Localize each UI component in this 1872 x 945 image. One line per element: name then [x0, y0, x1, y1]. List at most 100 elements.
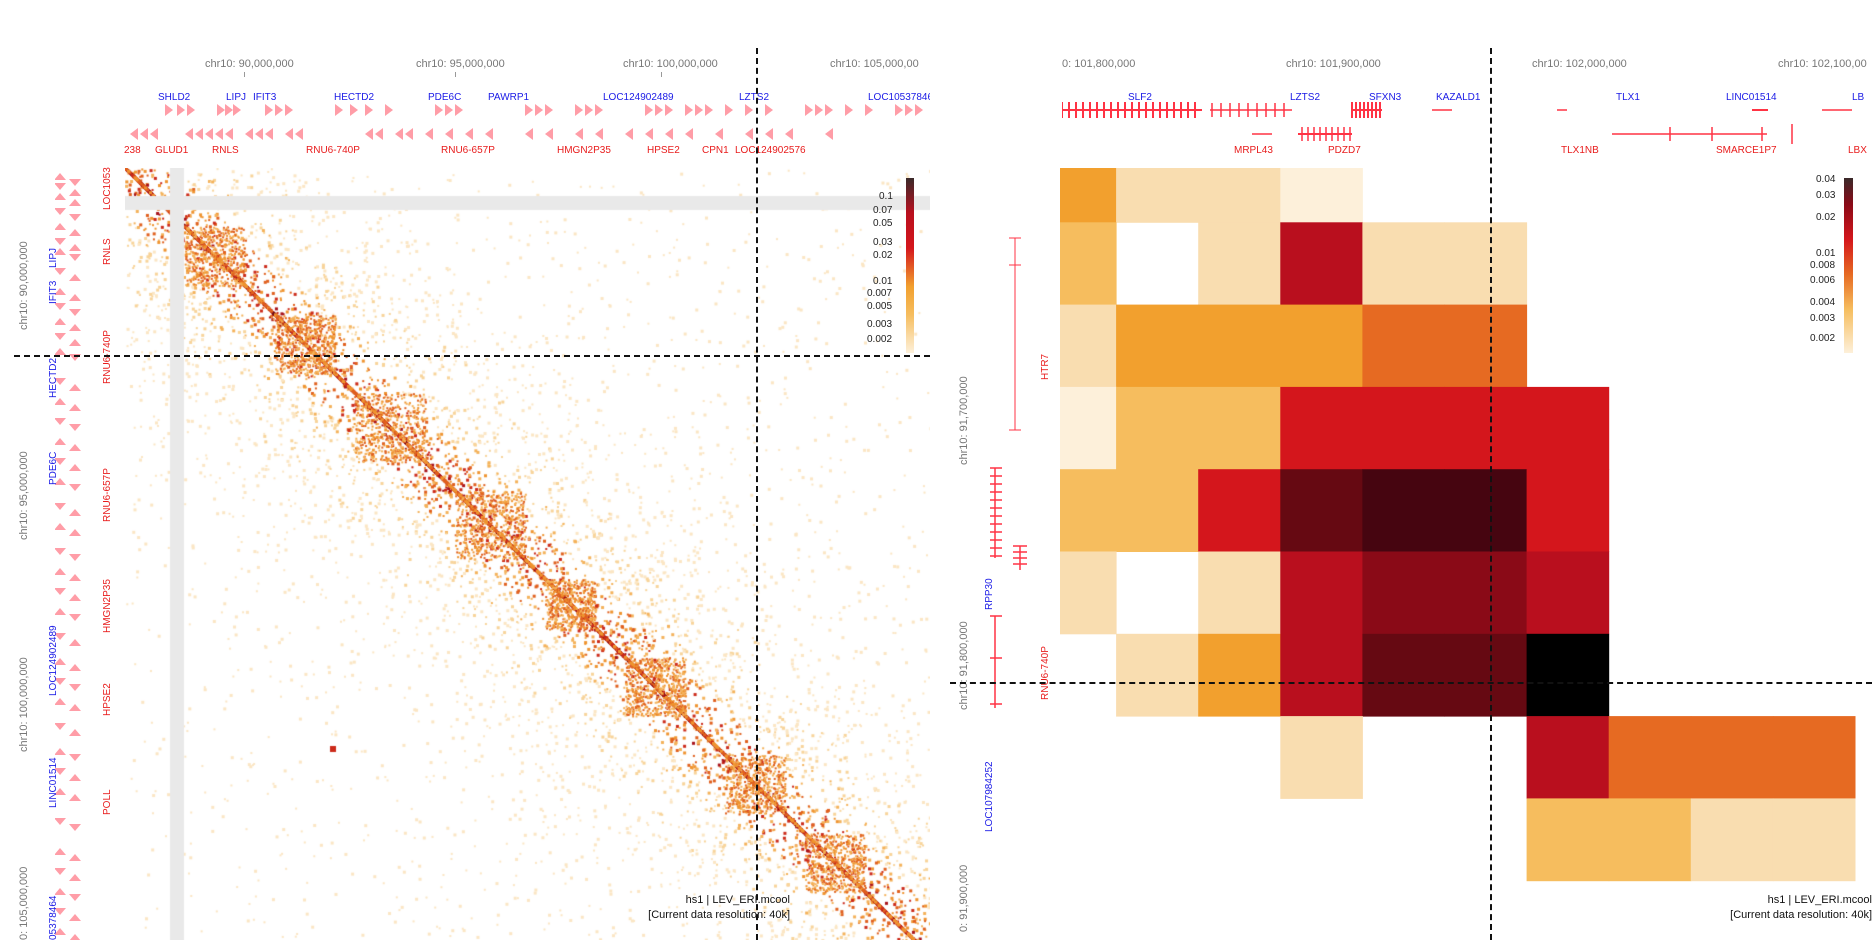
- gene-label[interactable]: SHLD2: [158, 92, 191, 103]
- gene-label[interactable]: TLX1NB: [1561, 145, 1599, 156]
- gene-label[interactable]: GLUD1: [155, 145, 189, 156]
- gene-label[interactable]: SFXN3: [1369, 92, 1402, 103]
- contact-cell[interactable]: [1362, 386, 1445, 470]
- contact-cell[interactable]: [1526, 551, 1610, 635]
- gene-label[interactable]: LBX: [1848, 145, 1867, 156]
- gene-label[interactable]: HMGN2P35: [557, 145, 611, 156]
- contact-cell[interactable]: [1444, 386, 1528, 470]
- contact-cell[interactable]: [1034, 469, 1117, 552]
- gene-label[interactable]: PDZD7: [1328, 145, 1361, 156]
- contact-cell[interactable]: [1444, 469, 1528, 552]
- contact-cell[interactable]: [1280, 304, 1363, 388]
- contact-cell[interactable]: [1116, 633, 1199, 717]
- contact-cell[interactable]: [1526, 716, 1610, 799]
- contact-cell[interactable]: [1608, 798, 1692, 882]
- gene-label[interactable]: LOC10537846: [868, 92, 930, 103]
- gene-label[interactable]: RNU6-657P: [102, 468, 113, 522]
- contact-cell[interactable]: [1034, 222, 1117, 306]
- right-side-gene-track[interactable]: [988, 168, 1050, 940]
- gene-label[interactable]: KAZALD1: [1436, 92, 1481, 103]
- right-contact-map[interactable]: [1034, 140, 1872, 940]
- contact-cell[interactable]: [1198, 469, 1281, 552]
- right-top-gene-track[interactable]: [1061, 88, 1872, 158]
- left-side-gene-track[interactable]: [54, 168, 100, 941]
- contact-cell[interactable]: [1444, 304, 1528, 388]
- gene-label[interactable]: LOC124902576: [735, 145, 806, 156]
- contact-cell[interactable]: [1280, 551, 1363, 635]
- gene-label[interactable]: LOC107984252: [984, 761, 995, 832]
- gene-label[interactable]: HPSE2: [102, 683, 113, 716]
- left-hic-panel[interactable]: chr10: 90,000,000 chr10: 95,000,000 chr1…: [0, 0, 930, 943]
- contact-cell[interactable]: [1034, 304, 1117, 388]
- contact-cell[interactable]: [1280, 633, 1363, 717]
- gene-label[interactable]: RNU6-657P: [441, 145, 495, 156]
- gene-label[interactable]: RNU6-740P: [1040, 646, 1051, 700]
- gene-label[interactable]: LOC124902489: [603, 92, 674, 103]
- gene-label[interactable]: HPSE2: [647, 145, 680, 156]
- contact-cell[interactable]: [1198, 633, 1281, 717]
- contact-cell[interactable]: [1280, 222, 1363, 306]
- contact-cell[interactable]: [1280, 469, 1363, 552]
- gene-label[interactable]: PDE6C: [48, 451, 59, 485]
- gene-label[interactable]: POLL: [102, 789, 113, 815]
- gene-label[interactable]: LZTS2: [1290, 92, 1321, 103]
- right-hic-panel[interactable]: 0: 101,800,000 chr10: 101,900,000 chr10:…: [950, 0, 1872, 943]
- gene-label[interactable]: LIPJ: [226, 92, 247, 103]
- contact-cell[interactable]: [1034, 551, 1117, 635]
- gene-label[interactable]: IFIT3: [253, 92, 277, 103]
- contact-cell[interactable]: [1690, 716, 1774, 799]
- gene-label[interactable]: RNLS: [102, 238, 113, 265]
- gene-label[interactable]: SLF2: [1128, 92, 1152, 103]
- contact-cell[interactable]: [1116, 304, 1199, 388]
- contact-cell[interactable]: [1690, 798, 1774, 882]
- contact-cell[interactable]: [1772, 798, 1856, 882]
- contact-cell[interactable]: [1444, 222, 1528, 306]
- gene-label[interactable]: PDE6C: [428, 92, 462, 103]
- left-top-gene-track[interactable]: [125, 88, 930, 158]
- gene-label[interactable]: IFIT3: [48, 280, 59, 304]
- gene-label[interactable]: CPN1: [702, 145, 729, 156]
- contact-cell[interactable]: [1362, 222, 1445, 306]
- contact-cell[interactable]: [1526, 386, 1610, 470]
- contact-cell[interactable]: [1608, 716, 1692, 799]
- gene-label[interactable]: LZTS2: [739, 92, 770, 103]
- gene-label[interactable]: LB: [1852, 92, 1865, 103]
- gene-label[interactable]: LOC124902489: [48, 625, 59, 696]
- gene-label[interactable]: HECTD2: [334, 92, 375, 103]
- gene-label[interactable]: HTR7: [1040, 353, 1051, 380]
- contact-cell[interactable]: [1280, 140, 1363, 223]
- contact-cell[interactable]: [1526, 469, 1610, 552]
- contact-cell[interactable]: [1526, 798, 1610, 882]
- gene-label[interactable]: LINC01514: [48, 757, 59, 808]
- gene-label[interactable]: 238: [124, 145, 141, 156]
- contact-cell[interactable]: [1362, 469, 1445, 552]
- contact-cell[interactable]: [1116, 469, 1199, 552]
- gene-label[interactable]: LINC01514: [1726, 92, 1777, 103]
- contact-cell[interactable]: [1772, 716, 1856, 799]
- contact-cell[interactable]: [1198, 222, 1281, 306]
- gene-label[interactable]: MRPL43: [1234, 145, 1273, 156]
- gene-label[interactable]: PAWRP1: [488, 92, 530, 103]
- contact-cell[interactable]: [1116, 386, 1199, 470]
- contact-cell[interactable]: [1444, 633, 1528, 717]
- contact-cell[interactable]: [1526, 633, 1610, 717]
- left-contact-map[interactable]: [125, 168, 930, 940]
- contact-cell[interactable]: [1198, 140, 1281, 223]
- gene-label[interactable]: 05378464: [48, 895, 59, 941]
- gene-label[interactable]: RNLS: [212, 145, 239, 156]
- contact-cell[interactable]: [1362, 304, 1445, 388]
- contact-cell[interactable]: [1198, 304, 1281, 388]
- contact-cell[interactable]: [1116, 140, 1199, 223]
- contact-cell[interactable]: [1198, 386, 1281, 470]
- gene-label[interactable]: LIPJ: [48, 247, 59, 268]
- gene-label[interactable]: LOC1053: [102, 167, 113, 210]
- gene-label[interactable]: RNU6-740P: [306, 145, 360, 156]
- contact-cell[interactable]: [1198, 551, 1281, 635]
- gene-label[interactable]: RNU6-740P: [102, 330, 113, 384]
- contact-cell[interactable]: [1280, 386, 1363, 470]
- gene-label[interactable]: SMARCE1P7: [1716, 145, 1777, 156]
- gene-label[interactable]: HECTD2: [48, 357, 59, 398]
- contact-cell[interactable]: [1280, 716, 1363, 799]
- gene-label[interactable]: RPP30: [984, 578, 995, 610]
- gene-label[interactable]: TLX1: [1616, 92, 1640, 103]
